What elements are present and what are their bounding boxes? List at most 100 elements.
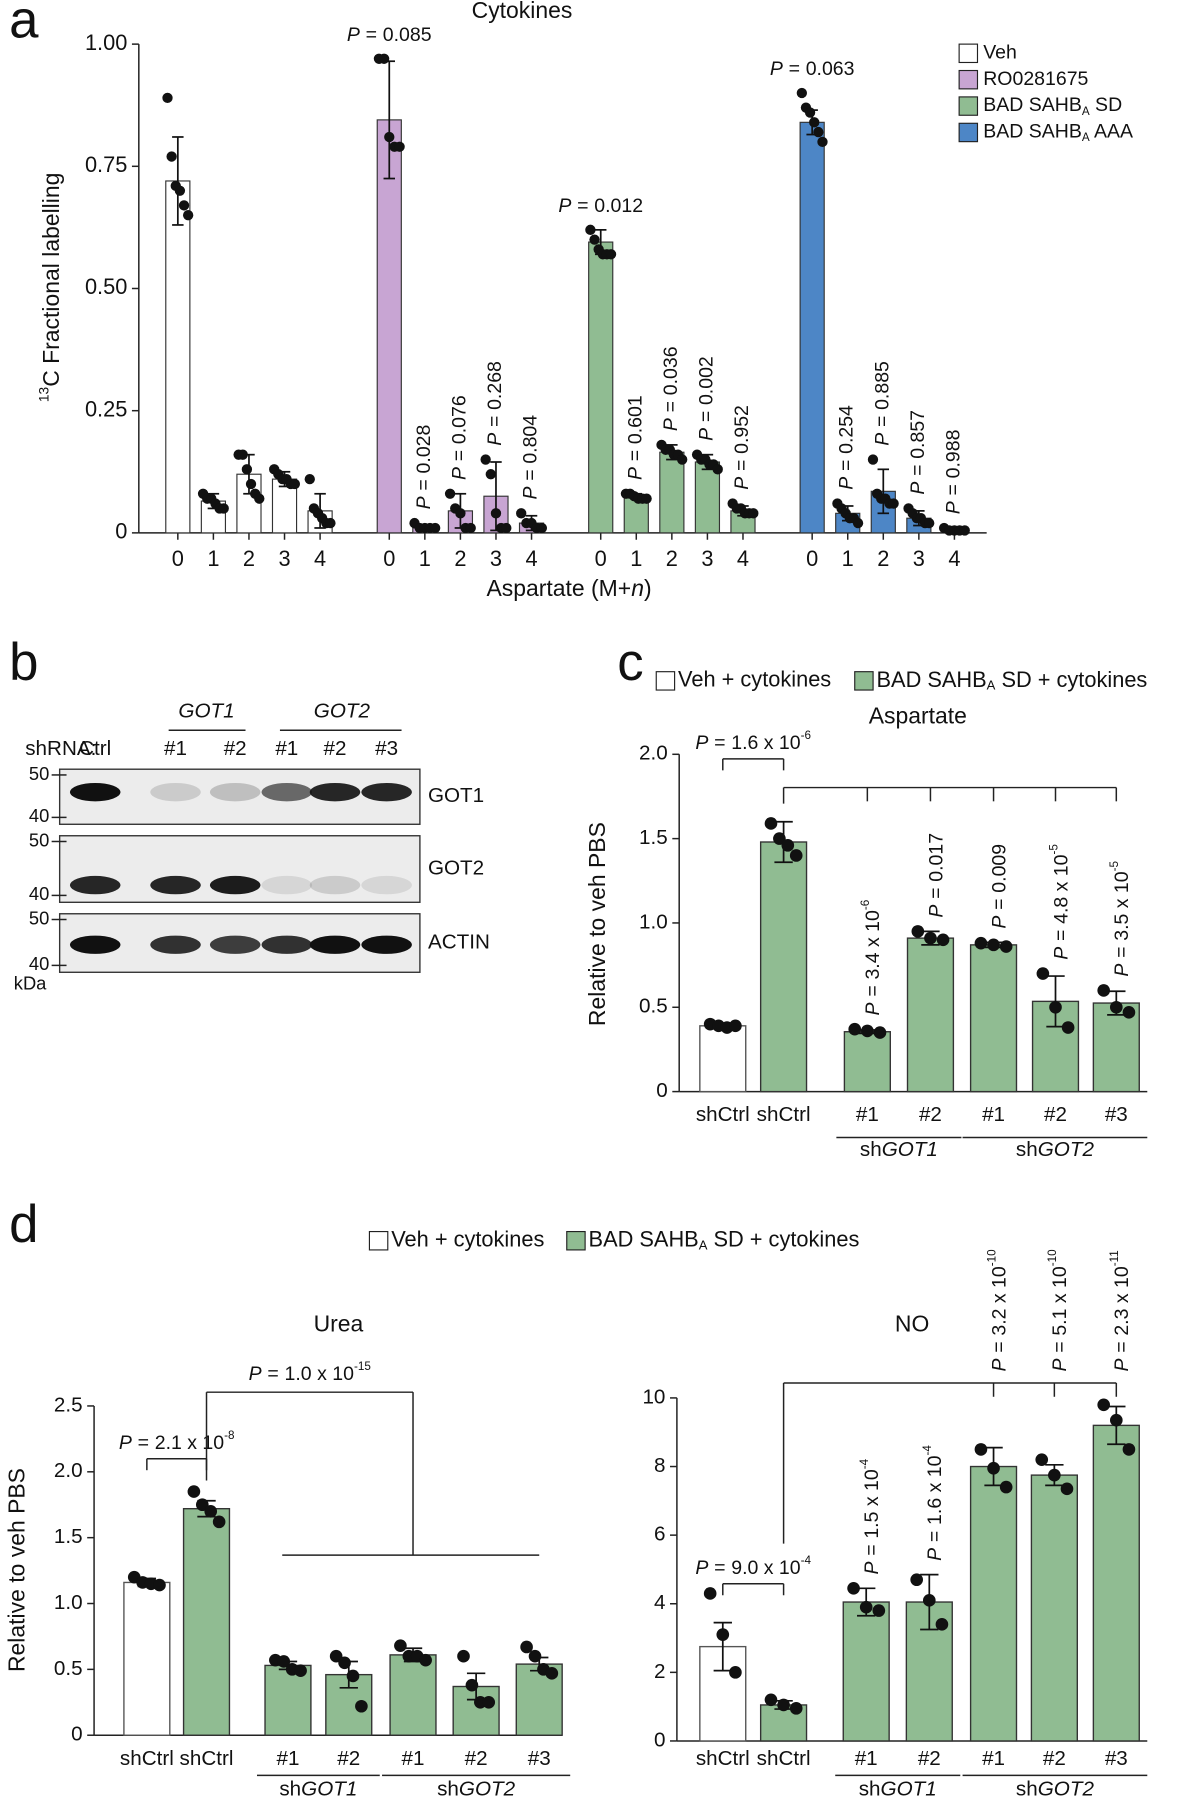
marker-label: 50 <box>29 763 49 784</box>
y-tick-label: 2.0 <box>54 1459 83 1482</box>
legend-label: RO0281675 <box>983 68 1088 90</box>
data-point <box>813 126 824 138</box>
x-tick-label: shCtrl <box>696 1747 750 1770</box>
data-point <box>485 469 496 480</box>
p-value: P = 1.6 x 10-6 <box>695 729 811 754</box>
data-point <box>1097 1398 1110 1412</box>
data-point <box>1061 1021 1075 1034</box>
text-part: 0.063 <box>806 58 855 80</box>
lane-header: shRNA: <box>25 737 96 760</box>
text-part: P <box>989 1359 1011 1372</box>
y-tick-label: 0.75 <box>85 152 127 177</box>
lane-label: #2 <box>224 737 247 760</box>
text-part: = <box>696 411 718 422</box>
text-part: -15 <box>354 1360 371 1373</box>
text-part: -5 <box>1047 844 1060 855</box>
text-part: -8 <box>224 1429 234 1442</box>
band <box>361 875 412 895</box>
p-value: P = 0.017 <box>925 833 947 918</box>
data-point <box>1097 984 1110 997</box>
bar <box>1092 1424 1140 1742</box>
error-bar <box>172 136 184 226</box>
text-part: BAD SAHB <box>983 94 1082 116</box>
y-tick-label: 4 <box>654 1591 665 1614</box>
row-label: ACTIN <box>428 930 490 953</box>
legend-label: BAD SAHBA SD + cytokines <box>589 1226 860 1252</box>
text-part: -4 <box>921 1445 934 1456</box>
text-part: 0.885 <box>871 361 893 410</box>
text-part: = <box>1051 930 1073 941</box>
lane-label: Ctrl <box>79 737 111 760</box>
bar <box>699 1025 747 1093</box>
band <box>361 935 412 954</box>
text-part: 0.804 <box>520 415 542 464</box>
text-part: 0.857 <box>907 410 929 459</box>
text-part: = <box>907 465 929 476</box>
text-part: P <box>347 24 360 46</box>
data-point <box>528 1649 542 1663</box>
data-point <box>852 517 864 529</box>
bar <box>588 241 614 534</box>
text-part: P <box>695 732 708 754</box>
text-part: 0.601 <box>624 395 646 444</box>
legend-swatch <box>566 1230 586 1251</box>
band <box>209 782 261 802</box>
text-part: 0.254 <box>836 405 858 454</box>
y-axis-label: Relative to veh PBS <box>3 1468 29 1672</box>
data-point <box>419 1653 432 1667</box>
chart-title: Urea <box>314 1311 364 1337</box>
text-part: = <box>624 450 646 461</box>
band <box>309 782 361 802</box>
text-part: = <box>714 732 725 754</box>
band <box>150 875 201 895</box>
p-value: P = 3.5 x 10-5 <box>1108 860 1133 976</box>
x-tick-label: shCtrl <box>180 1747 234 1770</box>
data-point <box>848 1022 862 1036</box>
x-tick-label: #1 <box>855 1747 878 1770</box>
data-point <box>384 131 395 143</box>
text-part: 2.3 x 10 <box>1111 1266 1133 1336</box>
bar <box>906 937 955 1093</box>
panel-label: a <box>9 0 39 49</box>
band <box>150 935 201 954</box>
x-tick-label: 4 <box>737 546 749 571</box>
p-value: P = 2.1 x 10-8 <box>119 1429 235 1454</box>
data-point <box>789 849 803 862</box>
data-point <box>182 210 194 221</box>
chart-title: Cytokines <box>472 0 573 23</box>
data-point <box>325 517 336 529</box>
lane-label: #2 <box>324 737 347 760</box>
text-part: = <box>1049 1341 1071 1352</box>
text-part: 0.002 <box>696 356 718 405</box>
band <box>309 875 361 895</box>
panel-label: d <box>9 1195 38 1254</box>
data-point <box>501 522 512 534</box>
text-part: P <box>731 477 753 490</box>
x-tick-label: #1 <box>856 1103 879 1126</box>
data-point <box>1110 1413 1123 1427</box>
x-tick-label: shCtrl <box>696 1103 750 1126</box>
band <box>261 875 313 895</box>
text-part: P <box>770 58 783 80</box>
text-part: ) <box>644 575 652 601</box>
y-tick-label: 0.5 <box>54 1657 83 1680</box>
data-point <box>394 141 405 152</box>
p-value: P = 0.036 <box>660 346 682 431</box>
text-part: P <box>925 905 947 918</box>
chart-title: Aspartate <box>869 703 967 729</box>
p-value: P = 3.2 x 10-10 <box>985 1249 1010 1372</box>
p-value: P = 0.268 <box>484 361 506 446</box>
data-point <box>304 473 315 485</box>
panel-label: c <box>617 633 643 692</box>
x-tick-label: 0 <box>172 546 184 571</box>
data-point <box>1110 1000 1123 1014</box>
data-point <box>162 92 173 104</box>
text-part: -4 <box>858 1458 871 1469</box>
text-part: 2.1 x 10 <box>155 1432 225 1454</box>
bar <box>969 944 1018 1093</box>
legend-swatch <box>958 96 979 116</box>
text-part: = <box>267 1363 278 1385</box>
marker-label: 50 <box>29 829 49 850</box>
lane-group-label: GOT1 <box>178 699 234 722</box>
text-part: P <box>119 1432 132 1454</box>
